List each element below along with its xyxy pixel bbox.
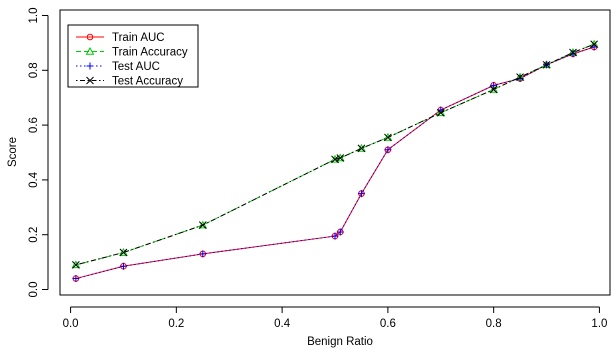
x-tick-label: 0.8 — [486, 318, 502, 330]
data-point — [490, 81, 498, 89]
x-tick-label: 0.0 — [63, 318, 79, 330]
data-point — [489, 85, 498, 94]
data-point — [72, 261, 80, 269]
legend-label: Test AUC — [112, 61, 160, 73]
data-point — [336, 154, 345, 162]
data-point — [336, 228, 344, 236]
x-tick-label: 0.6 — [380, 318, 396, 330]
y-tick-label: 0.2 — [28, 227, 40, 243]
plot-frame — [59, 9, 611, 296]
legend-marker — [86, 76, 94, 85]
legend-entries: Train AUC Train Accuracy Test AUC Test Accu… — [76, 32, 188, 88]
data-point — [384, 133, 392, 142]
data-point — [384, 146, 392, 154]
y-tick-label: 0.0 — [28, 282, 40, 298]
data-point — [569, 48, 577, 57]
legend-box — [67, 24, 199, 88]
legend: Train AUC Train Accuracy Test AUC Test Accu… — [67, 24, 199, 88]
data-point — [436, 108, 445, 117]
y-axis-label: Score — [7, 137, 19, 167]
y-axis: 0.0 0.2 0.4 0.6 0.8 1.0 — [28, 7, 49, 298]
x-tick-label: 0.4 — [274, 318, 291, 330]
x-tick-label: 0.2 — [168, 318, 184, 330]
data-point — [569, 50, 577, 58]
data-point — [331, 155, 339, 164]
data-point — [542, 60, 551, 69]
data-point — [357, 190, 365, 198]
y-tick-label: 0.6 — [28, 117, 40, 133]
legend-label: Train AUC — [112, 32, 165, 44]
x-axis: 0.0 0.2 0.4 0.6 0.8 1.0 — [63, 306, 607, 330]
data-point — [590, 40, 598, 49]
legend-marker — [86, 62, 94, 70]
x-tick-label: 1.0 — [591, 318, 607, 330]
y-tick-label: 0.4 — [28, 171, 40, 188]
y-tick-label: 0.8 — [28, 62, 40, 78]
data-point — [119, 248, 128, 257]
data-point — [72, 275, 80, 283]
data-point — [71, 260, 81, 269]
legend-label: Train Accuracy — [112, 47, 188, 59]
data-point — [198, 221, 207, 229]
series-test-auc — [72, 43, 598, 283]
legend-marker — [86, 33, 94, 41]
legend-marker — [85, 46, 95, 55]
data-point — [199, 250, 207, 258]
data-point — [357, 144, 366, 153]
data-point — [516, 75, 524, 83]
x-axis-label: Benign Ratio — [307, 336, 373, 348]
data-point — [331, 232, 339, 240]
data-point — [516, 73, 524, 81]
y-tick-label: 1.0 — [28, 7, 40, 23]
data-point — [119, 262, 127, 270]
series-test-accuracy — [72, 40, 598, 269]
series-layer — [71, 39, 599, 283]
legend-label: Test Accuracy — [112, 76, 183, 88]
